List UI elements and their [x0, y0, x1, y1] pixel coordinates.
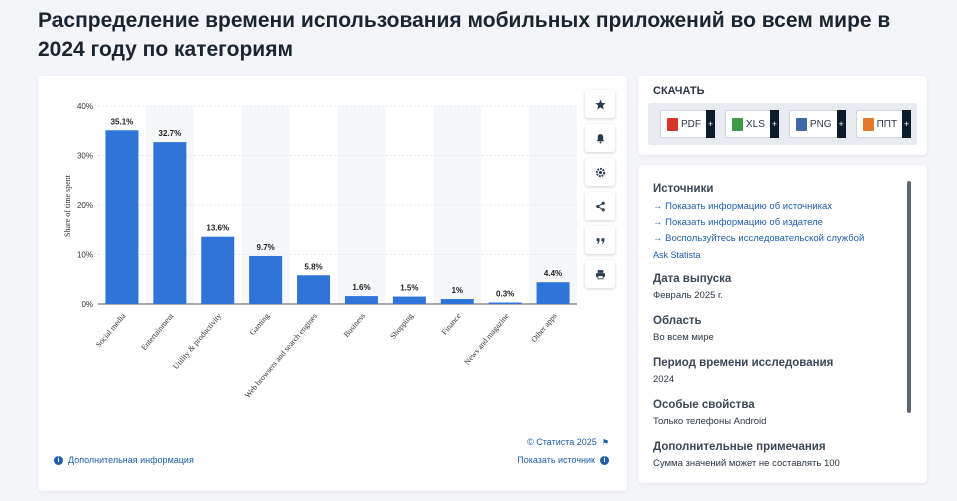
download-xls-button[interactable]: XLS +: [725, 110, 779, 138]
plus-icon: +: [706, 110, 715, 138]
chart-toolbar: [585, 90, 615, 294]
features-heading: Особые свойства: [653, 399, 755, 411]
more-info-text: Дополнительная информация: [68, 455, 194, 465]
png-file-icon: [795, 117, 807, 131]
download-png-button[interactable]: PNG +: [788, 110, 846, 138]
bar[interactable]: [297, 275, 331, 304]
sources-link-text: Показать информацию об источниках: [665, 201, 833, 212]
scrollbar[interactable]: [907, 181, 911, 413]
bell-icon[interactable]: [585, 124, 615, 152]
bar[interactable]: [392, 296, 426, 304]
x-tick-label: Utility & productivity: [171, 312, 223, 372]
data-label: 1.5%: [400, 284, 418, 293]
show-source-link[interactable]: Показать источник i: [517, 455, 609, 465]
bar[interactable]: [249, 255, 283, 304]
release-value: Февраль 2025 г.: [653, 290, 723, 301]
download-ppt-button[interactable]: ППТ +: [855, 110, 912, 138]
data-label: 32.7%: [159, 129, 182, 138]
download-buttons: PDF + XLS + PNG + ППТ +: [648, 103, 917, 145]
download-pdf-label: PDF: [681, 118, 701, 130]
x-tick-label: News and magazine: [462, 311, 511, 366]
sources-heading: Источники: [653, 183, 714, 195]
x-tick-label: Social media: [94, 311, 128, 349]
show-source-text: Показать источник: [517, 455, 595, 465]
research-service-link-text: Воспользуйтесь исследовательской службой: [665, 233, 865, 244]
notes-value: Сумма значений может не составлять 100: [653, 458, 840, 469]
y-tick-label: 40%: [77, 102, 93, 111]
features-value: Только телефоны Android: [653, 416, 767, 427]
data-label: 35.1%: [111, 117, 134, 126]
download-title: СКАЧАТЬ: [653, 85, 705, 97]
publisher-link-text: Показать информацию об издателе: [665, 217, 823, 228]
more-info-link[interactable]: i Дополнительная информация: [54, 455, 194, 465]
flag-icon: ⚑: [601, 437, 609, 447]
x-tick-label: Other apps: [529, 312, 558, 345]
period-value: 2024: [653, 374, 675, 385]
plus-icon: +: [769, 110, 779, 138]
data-label: 1%: [451, 286, 463, 295]
x-tick-label: Shopping: [388, 312, 415, 341]
x-tick-label: Business: [342, 312, 367, 340]
bar[interactable]: [344, 296, 378, 304]
data-label: 4.4%: [544, 269, 562, 278]
background-band: [433, 106, 482, 304]
bar[interactable]: [488, 302, 522, 304]
star-icon[interactable]: [585, 90, 615, 118]
y-tick-label: 20%: [77, 201, 93, 210]
share-icon[interactable]: [585, 192, 615, 220]
xls-file-icon: [732, 117, 743, 131]
period-heading: Период времени исследования: [653, 357, 834, 369]
research-service-link[interactable]: → Воспользуйтесь исследовательской служб…: [653, 233, 865, 244]
info-icon: i: [54, 455, 63, 465]
bar[interactable]: [105, 130, 139, 304]
y-tick-label: 0%: [81, 300, 93, 309]
plus-icon: +: [902, 110, 912, 138]
bar[interactable]: [440, 299, 474, 304]
ask-statista-link[interactable]: Ask Statista: [653, 250, 701, 260]
download-xls-label: XLS: [746, 118, 765, 130]
page-title: Распределение времени использования моби…: [38, 9, 891, 61]
data-label: 13.6%: [206, 224, 229, 233]
download-png-label: PNG: [809, 118, 832, 130]
pdf-file-icon: [667, 117, 678, 131]
sources-link[interactable]: → Показать информацию об источниках: [653, 201, 833, 212]
ppt-file-icon: [862, 117, 874, 131]
region-value: Во всем мире: [653, 332, 714, 343]
bar-chart: 35.1% 32.7% 13.6% 9.7% 5.8% 1.6% 1.5% 1% 0.3% 4.4…: [63, 102, 577, 400]
print-icon[interactable]: [585, 260, 615, 288]
background-band: [529, 106, 577, 304]
copyright-text: © Статиста 2025: [527, 437, 597, 447]
x-tick-label: Entertainment: [139, 311, 176, 352]
data-label: 9.7%: [257, 243, 275, 252]
quote-icon[interactable]: [585, 226, 615, 254]
download-pdf-button[interactable]: PDF +: [660, 110, 715, 138]
bar[interactable]: [201, 236, 235, 304]
bar[interactable]: [536, 282, 570, 304]
y-tick-label: 10%: [77, 251, 93, 260]
copyright-link[interactable]: © Статиста 2025 ⚑: [527, 437, 609, 447]
publisher-link[interactable]: → Показать информацию об издателе: [653, 217, 823, 228]
info-icon: i: [600, 455, 609, 465]
data-label: 5.8%: [304, 262, 322, 271]
data-label: 0.3%: [496, 290, 514, 299]
info-card: Источники → Показать информацию об источ…: [638, 165, 927, 483]
bar[interactable]: [153, 142, 187, 304]
background-band: [337, 106, 386, 304]
plus-icon: +: [836, 110, 846, 138]
download-card: СКАЧАТЬ PDF + XLS + PNG + ППТ +: [638, 76, 927, 155]
y-axis-label: Share of time spent: [63, 174, 72, 237]
notes-heading: Дополнительные примечания: [653, 441, 826, 453]
y-tick-label: 30%: [77, 152, 93, 161]
chart-card: 35.1% 32.7% 13.6% 9.7% 5.8% 1.6% 1.5% 1% 0.3% 4.4…: [38, 76, 627, 491]
x-tick-label: Finance: [440, 311, 463, 337]
region-heading: Область: [653, 315, 702, 327]
x-tick-label: Gaming: [248, 312, 271, 338]
data-label: 1.6%: [352, 283, 370, 292]
gear-icon[interactable]: [585, 158, 615, 186]
release-heading: Дата выпуска: [653, 273, 732, 285]
download-ppt-label: ППТ: [876, 118, 898, 130]
